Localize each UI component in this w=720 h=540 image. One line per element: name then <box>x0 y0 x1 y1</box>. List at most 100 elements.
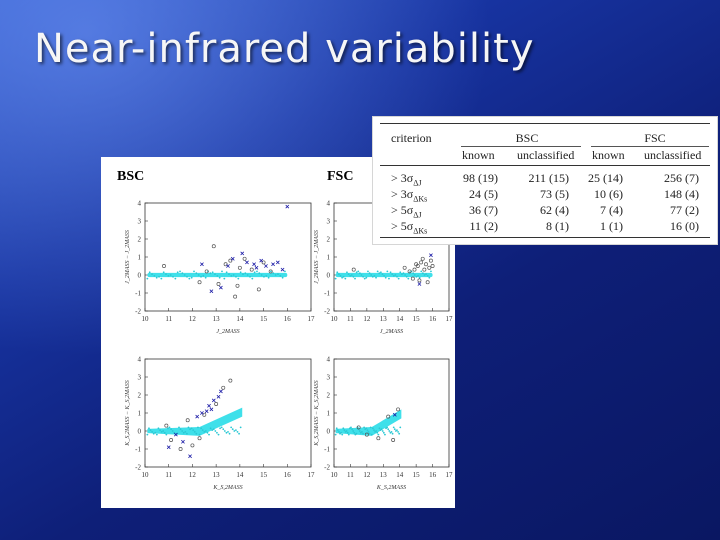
scatter-plots: 10 11 12 13 14 15 16 1743210-1-2J_2MASSJ_2MASS … <box>125 200 453 492</box>
bulk-point <box>151 273 153 275</box>
table-cell-fsc-uncl: 256 (7) <box>664 171 699 185</box>
known-point <box>254 265 259 270</box>
unclassified-point <box>410 276 415 281</box>
bulk-point <box>375 276 377 279</box>
known-point <box>392 412 397 417</box>
bulk-point <box>189 428 191 431</box>
bulk-point <box>346 431 349 434</box>
known-point <box>173 432 178 437</box>
bulk-point <box>238 432 240 435</box>
bulk-point <box>244 272 247 275</box>
unclassified-point <box>242 256 247 261</box>
table-cell-fsc-uncl: 16 (0) <box>670 219 699 233</box>
bulk-point <box>336 271 339 274</box>
bulk-point <box>399 271 402 274</box>
bulk-point <box>216 275 219 277</box>
bulk-point <box>388 430 391 432</box>
unclassified-point <box>414 262 419 267</box>
bulk-point <box>284 270 286 273</box>
bulk-point <box>358 272 361 275</box>
bulk-point <box>235 429 237 431</box>
bulk-point <box>267 276 270 279</box>
bulk-point <box>195 272 198 275</box>
bulk-point <box>374 431 376 433</box>
bulk-point <box>397 277 400 280</box>
bulk-point <box>368 432 371 435</box>
table-cell-fsc-known: 25 (14) <box>588 171 623 185</box>
bulk-point <box>343 429 346 431</box>
bulk-point <box>176 271 179 274</box>
bulk-point <box>216 431 218 434</box>
bulk-point <box>367 270 369 273</box>
bulk-point <box>392 426 395 429</box>
bulk-point <box>204 430 207 432</box>
bulk-point <box>174 277 177 280</box>
bulk-point <box>197 274 200 276</box>
bulk-point <box>251 277 254 280</box>
x-tick-label: 10 <box>331 315 339 323</box>
known-point <box>259 258 264 263</box>
known-point <box>280 267 285 272</box>
unclassified-point <box>204 269 209 274</box>
bulk-point <box>220 426 223 429</box>
y-tick-label: 0 <box>327 428 331 436</box>
bulk-point <box>182 431 185 434</box>
table-criterion-cell: > 5σΔKs <box>391 219 427 235</box>
x-tick-label: 16 <box>429 315 437 323</box>
known-point <box>264 264 268 268</box>
x-tick-label: 10 <box>142 471 150 479</box>
x-tick-label: 16 <box>284 471 292 479</box>
unclassified-point <box>237 265 242 270</box>
bulk-point <box>363 426 366 429</box>
table-criterion-cell: > 3σΔJ <box>391 171 422 187</box>
x-tick-label: 14 <box>236 315 244 323</box>
bulk-point <box>169 274 172 276</box>
bulk-point <box>165 433 168 436</box>
unclassified-point <box>419 260 424 265</box>
bulk-point <box>236 431 239 433</box>
header-criterion: criterion <box>391 131 432 145</box>
bulk-point <box>387 428 390 431</box>
x-tick-label: 17 <box>308 315 316 323</box>
table-cell-bsc-known: 24 (5) <box>469 187 498 201</box>
bsc-label: BSC <box>117 169 145 184</box>
bulk-point <box>371 427 374 430</box>
bulk-point <box>223 277 226 280</box>
bulk-point <box>347 273 350 275</box>
y-tick-label: -1 <box>324 446 330 454</box>
fsc-underline <box>591 146 709 147</box>
bulk-point <box>379 271 382 274</box>
x-tick-label: 16 <box>429 471 437 479</box>
y-tick-label: 1 <box>138 410 142 418</box>
bulk-point <box>165 273 167 275</box>
criterion-text: > 5σ <box>391 219 414 233</box>
bulk-point <box>167 427 169 430</box>
bulk-point <box>396 275 398 278</box>
bulk-point <box>404 274 407 276</box>
unclassified-point <box>235 283 240 288</box>
bulk-point <box>209 272 212 275</box>
criterion-text: > 5σ <box>391 203 414 217</box>
unclassified-point <box>417 278 422 283</box>
bulk-point <box>242 273 244 275</box>
x-tick-label: 13 <box>213 315 221 323</box>
bulk-point <box>421 272 424 275</box>
bulk-point <box>363 277 366 280</box>
bulk-point <box>228 273 230 275</box>
bulk-point <box>392 275 395 277</box>
bulk-point <box>373 275 376 277</box>
x-tick-label: 10 <box>331 471 339 479</box>
known-point <box>230 256 235 261</box>
y-tick-label: 3 <box>327 218 331 226</box>
bulk-point <box>202 275 205 277</box>
table-cell-fsc-uncl: 77 (2) <box>670 203 699 217</box>
unclassified-point <box>428 258 433 263</box>
bulk-point <box>159 429 161 431</box>
y-tick-label: 2 <box>327 392 331 400</box>
x-axis-label: J_2MASS <box>216 329 239 335</box>
bulk-point <box>370 274 373 276</box>
bulk-point <box>350 274 353 276</box>
bulk-point <box>418 276 421 279</box>
bulk-point <box>260 274 263 276</box>
y-tick-label: -2 <box>324 308 330 316</box>
